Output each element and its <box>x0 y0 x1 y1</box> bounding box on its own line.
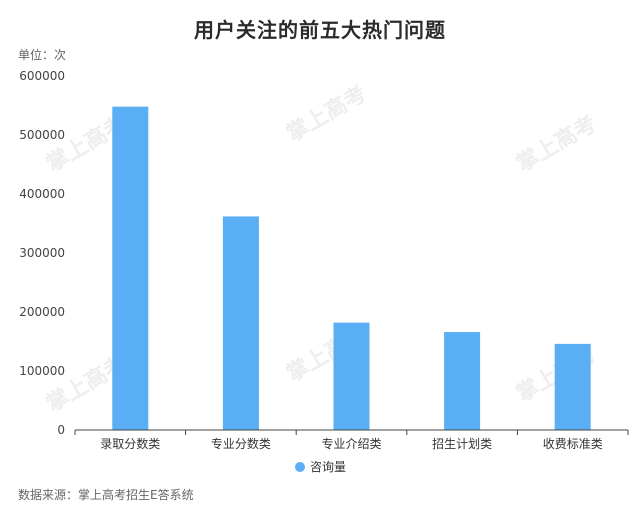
y-tick-label: 200000 <box>19 305 65 319</box>
x-tick-label: 专业分数类 <box>211 436 271 451</box>
bar <box>222 216 259 430</box>
y-tick-label: 600000 <box>19 69 65 83</box>
bar <box>333 322 370 430</box>
x-tick-label: 收费标准类 <box>543 437 603 451</box>
y-tick-label: 0 <box>57 423 65 437</box>
y-tick-label: 400000 <box>19 187 65 201</box>
x-tick-label: 招生计划类 <box>432 437 492 451</box>
bar <box>554 343 591 430</box>
legend: 咨询量 <box>295 459 346 474</box>
source-note: 数据来源：掌上高考招生E答系统 <box>18 488 194 502</box>
y-tick-label: 300000 <box>19 246 65 260</box>
watermark: 掌上高考 <box>512 111 601 178</box>
unit-label: 单位：次 <box>18 48 67 62</box>
legend-marker <box>295 462 305 472</box>
bar <box>444 332 481 430</box>
chart-title: 用户关注的前五大热门问题 <box>194 18 446 42</box>
y-axis-ticks: 0 100000 200000 300000 400000 500000 600000 <box>19 69 65 437</box>
bar <box>112 106 149 431</box>
x-tick-label: 录取分数类 <box>100 436 160 451</box>
y-tick-label: 100000 <box>19 364 65 378</box>
x-tick-label: 专业介绍类 <box>321 436 381 451</box>
y-tick-label: 500000 <box>19 128 65 142</box>
x-axis-ticks: 录取分数类 专业分数类 专业介绍类 招生计划类 收费标准类 <box>74 430 629 451</box>
legend-label: 咨询量 <box>310 459 346 474</box>
watermark: 掌上高考 <box>282 81 371 148</box>
bars <box>112 106 591 431</box>
